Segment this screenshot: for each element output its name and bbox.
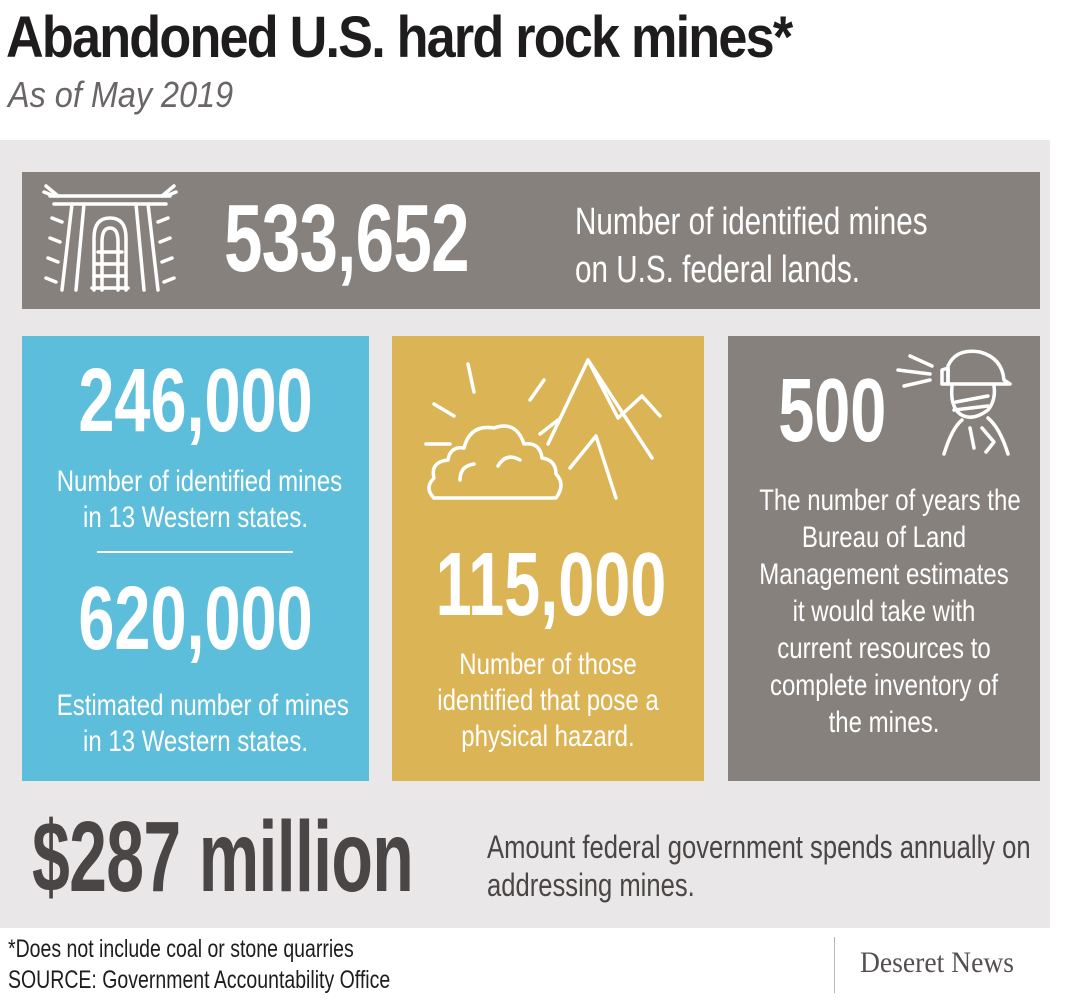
miner-with-headlamp-icon xyxy=(896,349,1012,456)
estimated-west-line1: Estimated number of mines xyxy=(56,689,349,722)
mine-entrance-icon xyxy=(42,184,178,292)
source-credit: SOURCE: Government Accountability Office xyxy=(8,966,391,994)
footnote-note: *Does not include coal or stone quarries xyxy=(8,935,354,963)
estimated-west-description: Estimated number of mines in 13 Western … xyxy=(56,688,349,760)
hazard-value: 115,000 xyxy=(435,535,667,635)
hazard-description: Number of those identified that pose a p… xyxy=(423,647,673,755)
footer-divider xyxy=(834,937,835,993)
hazard-line2: identified that pose a xyxy=(437,684,659,717)
footnote: *Does not include coal or stone quarries… xyxy=(8,934,390,996)
spending-line1: Amount federal government spends annuall… xyxy=(487,829,1031,865)
federal-desc-line2: on U.S. federal lands. xyxy=(575,249,861,291)
publisher-logo: Deseret News xyxy=(860,946,1015,979)
years-line5: current resources to xyxy=(777,632,991,665)
years-line3: Management estimates xyxy=(759,558,1009,591)
federal-desc-line1: Number of identified mines xyxy=(575,201,928,243)
western-states-card xyxy=(22,336,369,781)
collapsing-mountain-icon xyxy=(424,358,662,500)
hazard-line1: Number of those xyxy=(459,648,637,681)
years-line1: The number of years the xyxy=(759,484,1021,517)
identified-west-line2: in 13 Western states. xyxy=(83,501,308,534)
federal-mines-card xyxy=(22,172,1040,309)
identified-west-value: 246,000 xyxy=(78,351,313,451)
hazard-line3: physical hazard. xyxy=(461,720,635,753)
spending-description: Amount federal government spends annuall… xyxy=(487,828,1031,904)
page-title: Abandoned U.S. hard rock mines* xyxy=(6,5,793,70)
page-subtitle: As of May 2019 xyxy=(8,74,234,115)
years-line7: the mines. xyxy=(828,706,940,739)
federal-mines-description: Number of identified mines on U.S. feder… xyxy=(575,198,928,294)
years-line6: complete inventory of xyxy=(769,669,999,702)
years-line4: it would take with xyxy=(792,595,976,628)
spending-value: $287 million xyxy=(32,801,414,913)
estimated-west-value: 620,000 xyxy=(78,569,313,669)
identified-west-line1: Number of identified mines xyxy=(56,465,343,498)
identified-west-description: Number of identified mines in 13 Western… xyxy=(56,464,343,536)
divider-line xyxy=(97,551,293,553)
years-line2: Bureau of Land xyxy=(801,521,967,554)
spending-line2: addressing mines. xyxy=(487,867,695,903)
years-value: 500 xyxy=(778,361,887,461)
years-description: The number of years the Bureau of Land M… xyxy=(759,482,1021,741)
estimated-west-line2: in 13 Western states. xyxy=(83,725,308,758)
federal-mines-value: 533,652 xyxy=(224,185,470,292)
